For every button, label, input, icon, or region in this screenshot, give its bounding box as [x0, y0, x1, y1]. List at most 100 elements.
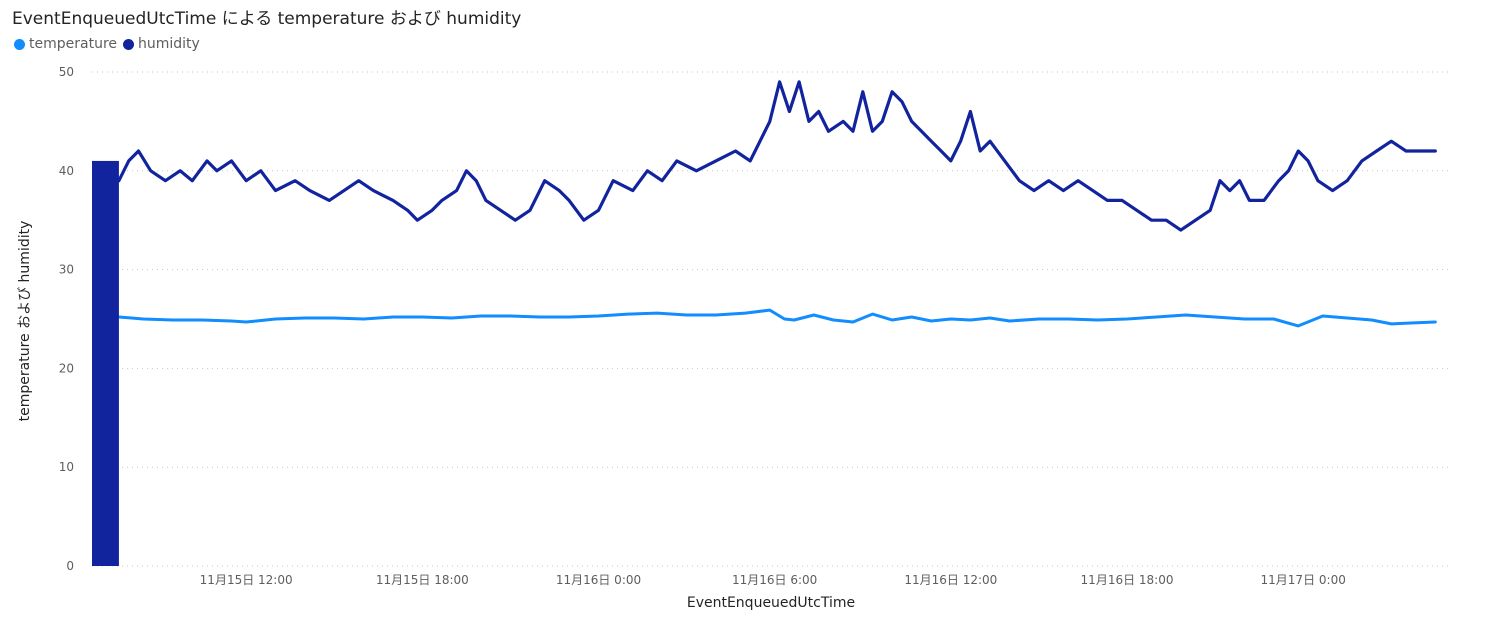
data-point-humidity	[675, 160, 678, 162]
data-point-humidity	[989, 140, 991, 142]
data-point-humidity	[1263, 199, 1265, 202]
data-point-humidity	[583, 219, 585, 221]
data-point-humidity	[808, 120, 810, 123]
data-point-humidity	[1033, 189, 1035, 192]
data-point-humidity	[695, 170, 698, 172]
data-point-temperature	[1096, 319, 1099, 321]
data-point-humidity	[1062, 189, 1065, 192]
data-point-humidity	[179, 170, 181, 172]
data-point-temperature	[813, 314, 815, 316]
data-point-humidity	[149, 170, 152, 172]
data-point-humidity	[1331, 189, 1334, 192]
data-point-temperature	[1297, 325, 1300, 327]
data-point-temperature	[1346, 317, 1349, 319]
data-point-humidity	[1307, 160, 1309, 162]
data-point-humidity	[768, 120, 771, 123]
data-point-humidity	[871, 130, 874, 133]
data-point-humidity	[416, 219, 419, 221]
legend-marker-humidity	[123, 38, 134, 50]
y-tick-label: 20	[59, 361, 74, 375]
data-point-humidity	[1248, 199, 1251, 202]
x-tick-label: 11月16日 18:00	[1081, 573, 1174, 587]
data-point-temperature	[1126, 318, 1128, 320]
data-point-humidity	[230, 160, 233, 162]
data-point-humidity	[328, 199, 331, 202]
data-point-temperature	[656, 312, 659, 314]
data-point-humidity	[979, 150, 982, 152]
x-axis-title: EventEnqueuedUtcTime	[687, 595, 855, 611]
data-point-humidity	[1287, 170, 1290, 172]
data-point-humidity	[950, 160, 952, 162]
data-point-humidity	[798, 81, 800, 83]
data-point-temperature	[450, 317, 453, 319]
data-point-humidity	[274, 189, 277, 192]
data-point-humidity	[842, 120, 844, 123]
data-point-temperature	[1155, 316, 1158, 318]
data-point-temperature	[421, 316, 424, 318]
data-point-temperature	[891, 319, 893, 321]
data-point-humidity	[1136, 209, 1138, 212]
data-point-temperature	[1370, 319, 1373, 321]
data-point-temperature	[1067, 318, 1070, 320]
legend-item-temperature[interactable]: temperature	[14, 36, 117, 52]
data-point-humidity	[406, 209, 409, 212]
data-point-humidity	[1209, 209, 1212, 212]
data-point-humidity	[1297, 150, 1300, 152]
data-point-humidity	[431, 209, 433, 212]
y-tick-label: 40	[59, 164, 74, 178]
data-point-temperature	[1214, 316, 1216, 318]
data-point-humidity	[1180, 229, 1182, 231]
data-point-temperature	[538, 316, 541, 318]
data-point-temperature	[1390, 323, 1393, 325]
series-humidity-startup-band	[92, 160, 119, 567]
data-point-temperature	[930, 320, 933, 322]
data-point-humidity	[920, 130, 923, 133]
data-point-humidity	[485, 199, 487, 202]
data-point-temperature	[142, 318, 145, 320]
data-point-humidity	[294, 179, 296, 182]
data-point-temperature	[568, 316, 570, 318]
data-point-humidity	[1047, 179, 1050, 182]
data-point-temperature	[1008, 320, 1011, 322]
data-point-humidity	[118, 179, 120, 182]
data-point-humidity	[558, 189, 561, 192]
data-point-humidity	[499, 209, 502, 212]
data-point-humidity	[1390, 140, 1393, 142]
x-tick-label: 11月16日 12:00	[904, 573, 997, 587]
data-point-humidity	[1238, 179, 1241, 182]
data-point-humidity	[1405, 150, 1407, 152]
data-point-humidity	[308, 189, 311, 192]
legend-item-humidity[interactable]: humidity	[123, 36, 200, 52]
data-point-humidity	[1194, 219, 1197, 221]
data-point-humidity	[852, 130, 854, 133]
data-point-humidity	[1228, 189, 1231, 192]
data-point-humidity	[543, 179, 546, 182]
data-point-humidity	[1165, 219, 1167, 221]
data-point-temperature	[201, 319, 203, 321]
data-point-temperature	[1038, 318, 1040, 320]
data-point-humidity	[343, 189, 345, 192]
data-point-temperature	[597, 315, 600, 317]
data-point-temperature	[852, 321, 854, 323]
data-point-humidity	[930, 140, 933, 142]
data-point-humidity	[392, 199, 394, 202]
y-axis-title: temperature および humidity	[17, 221, 33, 422]
data-point-humidity	[734, 150, 737, 152]
y-tick-label: 50	[59, 65, 74, 79]
data-point-temperature	[509, 315, 512, 317]
data-point-humidity	[1434, 150, 1437, 152]
data-point-temperature	[362, 318, 365, 320]
data-point-humidity	[778, 81, 781, 83]
data-point-temperature	[1321, 315, 1324, 317]
data-point-temperature	[950, 318, 952, 320]
data-point-temperature	[910, 316, 913, 318]
data-point-humidity	[861, 90, 864, 93]
data-point-humidity	[568, 199, 570, 202]
series-line-humidity	[117, 80, 1437, 232]
data-point-temperature	[304, 317, 306, 319]
data-point-humidity	[1361, 160, 1363, 162]
data-point-temperature	[715, 314, 717, 316]
data-point-temperature	[245, 321, 247, 323]
data-point-humidity	[646, 170, 649, 172]
